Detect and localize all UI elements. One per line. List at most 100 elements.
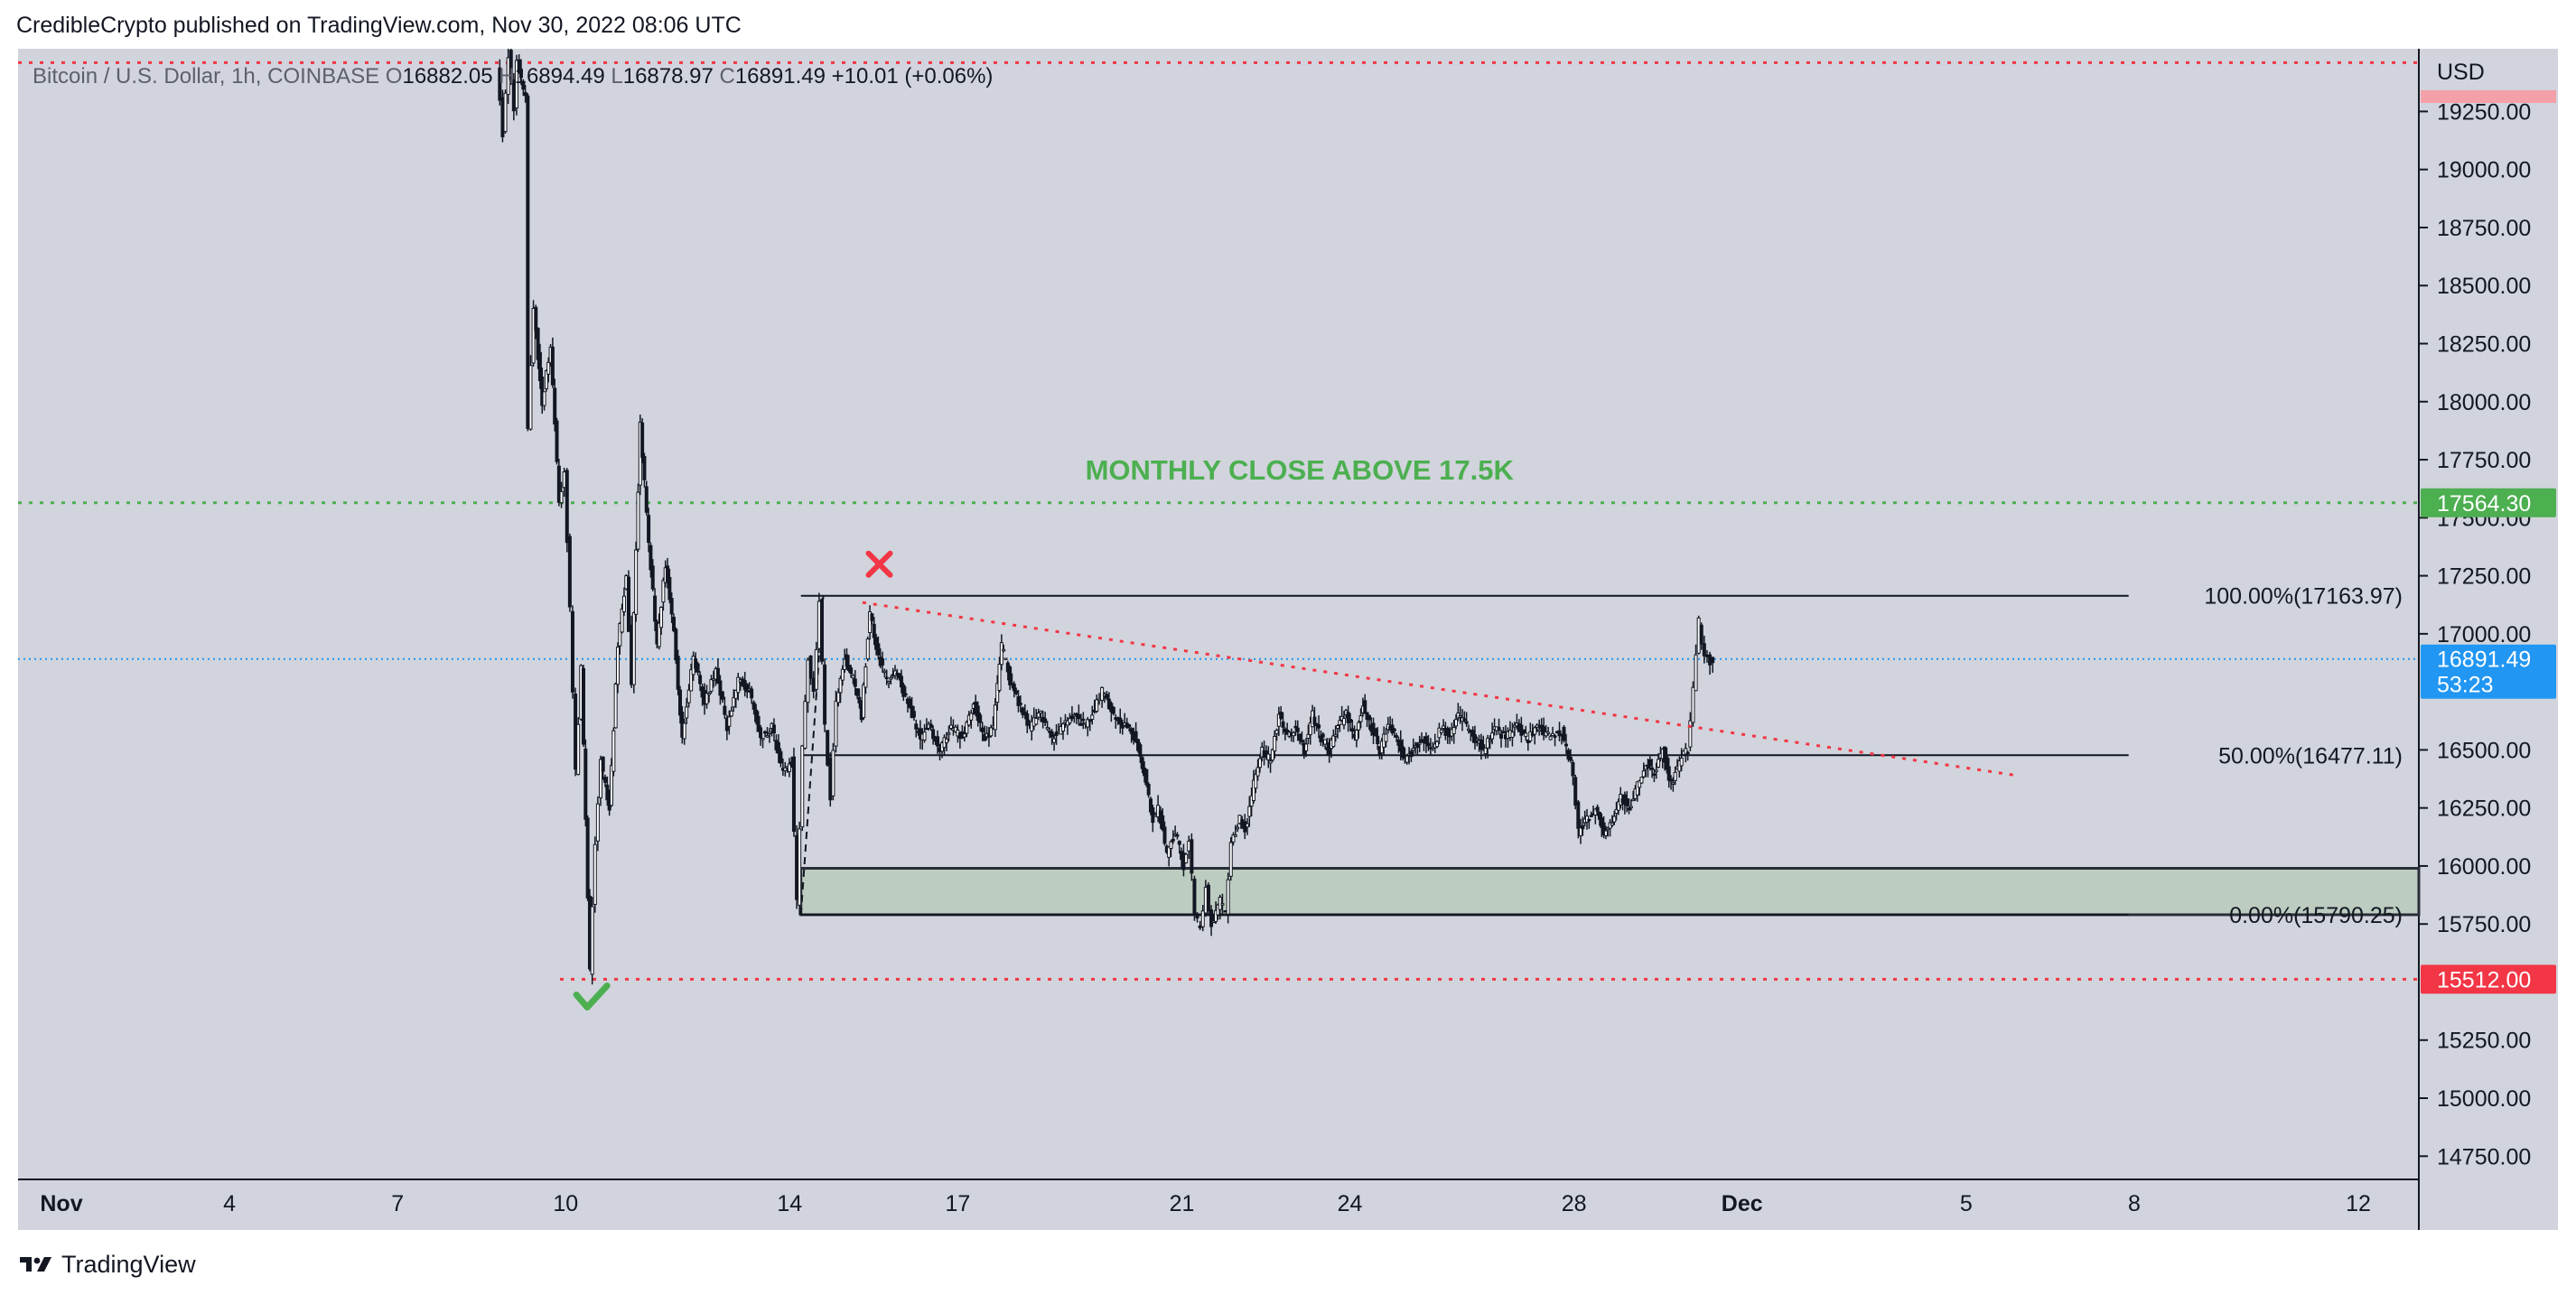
candle-body: [1562, 726, 1566, 741]
ohlc-value: 16878.97: [623, 64, 714, 89]
candle-body: [1054, 731, 1059, 737]
x-tick-label: 12: [2346, 1191, 2371, 1216]
candle-body: [1557, 730, 1562, 737]
candle-body: [1673, 771, 1677, 781]
candle-body: [1090, 714, 1095, 720]
fib-level-label: 0.00%(15790.25): [2229, 903, 2403, 928]
candle-body: [1593, 808, 1598, 815]
candle-body: [870, 613, 874, 621]
candle-body: [751, 702, 756, 710]
candle-body: [1409, 750, 1414, 758]
candle-body: [1255, 767, 1260, 777]
candle-body: [685, 706, 689, 719]
candle-body: [1537, 729, 1542, 732]
candle-body: [761, 738, 765, 741]
candle-body: [1162, 826, 1167, 844]
candle-body: [1704, 654, 1709, 657]
candle-body: [1625, 798, 1629, 806]
candle-body: [1384, 733, 1388, 742]
x-tick-label: Nov: [40, 1191, 82, 1216]
candle-body: [828, 758, 833, 801]
candle-body: [1666, 766, 1671, 781]
candle-body: [723, 705, 727, 715]
candle-body: [618, 623, 622, 647]
candle-body: [962, 733, 966, 738]
candle-body: [1276, 713, 1281, 727]
candle-body: [1616, 801, 1620, 811]
candlestick-chart[interactable]: 14750.00 15000.00 15250.00 15750.00 16000.00…: [18, 49, 2558, 1230]
candle-body: [931, 729, 936, 740]
x-tick-label: 24: [1338, 1191, 1363, 1216]
candle-body: [1597, 812, 1601, 820]
candle-body: [1279, 712, 1283, 720]
candle-body: [999, 642, 1003, 666]
candle-body: [640, 422, 645, 458]
candle-body: [989, 727, 994, 737]
support-price-badge-bg: [2421, 964, 2556, 994]
candle-body: [1134, 731, 1138, 742]
y-tick-label: 18000.00: [2437, 390, 2531, 415]
ohlc-change: +10.01 (+0.06%): [832, 64, 994, 89]
candle-body: [1451, 726, 1456, 734]
candle-body: [980, 727, 985, 732]
candle-body: [1078, 722, 1083, 726]
candle-body: [1148, 798, 1153, 813]
candle-body: [1254, 773, 1258, 789]
candle-body: [559, 490, 564, 504]
candle-body: [1358, 715, 1363, 722]
candle-body: [1376, 735, 1380, 744]
candle-body: [733, 690, 738, 699]
current-price-badge-bg: [2421, 644, 2556, 699]
candle-body: [1392, 728, 1396, 731]
time-axis-background: [18, 1179, 2419, 1230]
candle-body: [750, 688, 754, 699]
candle-body: [834, 700, 838, 747]
footer-brand[interactable]: TradingView: [18, 1246, 196, 1282]
candle-body: [653, 595, 658, 622]
candle-body: [544, 370, 548, 389]
candle-body: [997, 663, 1002, 691]
candle-body: [1563, 743, 1568, 747]
candle-body: [881, 657, 885, 666]
candle-body: [1708, 654, 1713, 666]
candle-body: [1097, 698, 1102, 702]
ohlc-key: H: [493, 64, 515, 89]
x-tick-label: 10: [553, 1191, 578, 1216]
candle-body: [1281, 721, 1285, 728]
candle-body: [1203, 887, 1208, 914]
candle-body: [1510, 731, 1515, 738]
candle-body: [1195, 915, 1199, 918]
y-tick-label: 17750.00: [2437, 448, 2531, 473]
candle-body: [1300, 740, 1304, 742]
candle-body: [1198, 925, 1202, 928]
candle-body: [636, 491, 640, 550]
candle-body: [1442, 725, 1446, 730]
candle-body: [1077, 713, 1081, 720]
candle-body: [1306, 733, 1311, 739]
candle-body: [1685, 751, 1690, 755]
candle-body: [936, 736, 940, 747]
candle-body: [1497, 726, 1501, 731]
candle-body: [1614, 808, 1619, 815]
candle-body: [613, 683, 618, 729]
candle-body: [509, 50, 513, 80]
candle-body: [1533, 727, 1537, 735]
candle-body: [1045, 727, 1050, 730]
candle-body: [689, 669, 694, 692]
candle-body: [1501, 731, 1506, 734]
candle-body: [562, 471, 566, 489]
chart-area[interactable]: 14750.00 15000.00 15250.00 15750.00 16000.00…: [18, 49, 2558, 1230]
candle-body: [953, 726, 957, 732]
candle-body: [754, 709, 759, 722]
candle-body: [800, 745, 805, 828]
current-price-badge: 16891.49: [2437, 648, 2531, 673]
candle-body: [1264, 750, 1268, 757]
candle-body: [1398, 740, 1403, 752]
candle-body: [944, 738, 948, 743]
candle-body: [1144, 769, 1149, 786]
candle-body: [1548, 736, 1553, 741]
ohlc-key: O: [379, 64, 402, 89]
candle-body: [647, 515, 651, 544]
candle-body: [1663, 746, 1667, 763]
candle-body: [1266, 753, 1271, 760]
